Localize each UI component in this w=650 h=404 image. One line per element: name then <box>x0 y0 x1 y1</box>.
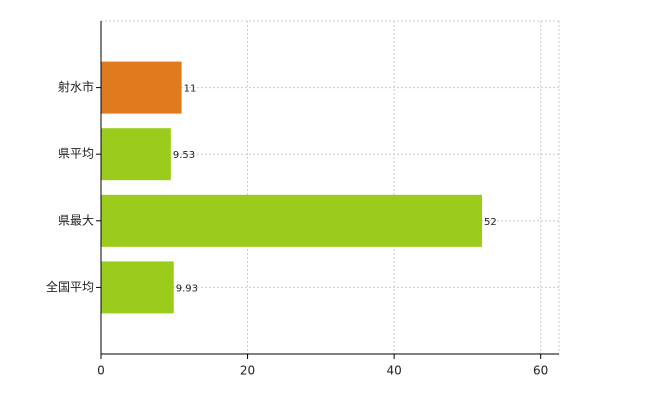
x-tick-label: 20 <box>240 364 255 378</box>
bar <box>101 261 174 314</box>
data-label: 9.93 <box>176 283 198 294</box>
bar <box>101 128 171 181</box>
x-tick-label: 40 <box>386 364 401 378</box>
y-tick-label: 県最大 <box>58 213 94 227</box>
x-tick-label: 60 <box>533 364 548 378</box>
y-tick-label: 県平均 <box>58 147 94 161</box>
y-tick-label: 射水市 <box>58 79 94 94</box>
x-tick-label: 0 <box>97 364 105 378</box>
data-label: 11 <box>184 84 197 95</box>
bar <box>101 61 182 114</box>
data-label: 9.53 <box>173 150 195 161</box>
bar <box>101 194 483 247</box>
data-label: 52 <box>484 217 497 228</box>
y-tick-label: 全国平均 <box>46 279 94 294</box>
